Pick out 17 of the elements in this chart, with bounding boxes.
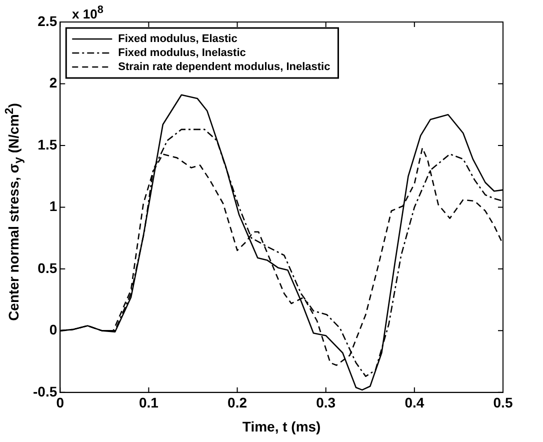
y-tick-label: -0.5 bbox=[33, 383, 58, 400]
legend-label: Fixed modulus, Elastic bbox=[118, 33, 238, 46]
y-tick-label: 1.5 bbox=[38, 136, 58, 152]
x-tick-label: 0.5 bbox=[493, 394, 513, 411]
legend-label: Strain rate dependent modulus, Inelastic bbox=[118, 61, 330, 74]
y-tick-label: 0.5 bbox=[38, 260, 58, 276]
y-tick-label: 2.5 bbox=[38, 12, 58, 29]
x-axis-title: Time, t (ms) bbox=[242, 418, 321, 434]
x-tick-label: 0.3 bbox=[316, 394, 336, 411]
y-tick-label: 2 bbox=[49, 74, 58, 91]
y-tick-label: 0 bbox=[49, 322, 58, 338]
x-tick-label: 0.1 bbox=[138, 394, 159, 411]
legend-label: Fixed modulus, Inelastic bbox=[118, 47, 246, 60]
y-tick-label: 1 bbox=[49, 198, 58, 214]
x-tick-label: 0.2 bbox=[228, 394, 248, 411]
x-tick-label: 0.4 bbox=[404, 394, 424, 411]
text: x 10$^{8}$ bbox=[72, 4, 104, 22]
